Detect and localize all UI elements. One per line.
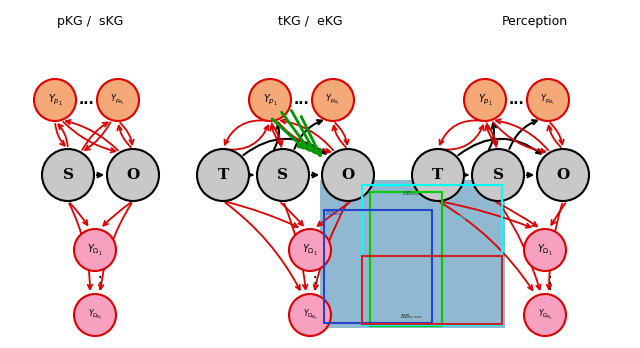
Circle shape [257, 149, 309, 201]
Text: $Y_{p_{N_r}}$: $Y_{p_{N_r}}$ [540, 93, 556, 107]
Text: Perception: Perception [502, 15, 568, 28]
Text: $Y_{p_{N_r}}$: $Y_{p_{N_r}}$ [325, 93, 340, 107]
Text: $Y_{\Omega_1}$: $Y_{\Omega_1}$ [87, 243, 103, 258]
Circle shape [289, 229, 331, 271]
Text: $BB_{obj}$: $BB_{obj}$ [402, 190, 419, 200]
Circle shape [34, 79, 76, 121]
Circle shape [249, 79, 291, 121]
Text: $BB_{sub}$: $BB_{sub}$ [325, 209, 343, 218]
Text: $Y_{p_1}$: $Y_{p_1}$ [47, 93, 63, 108]
Text: tKG /  eKG: tKG / eKG [278, 15, 342, 28]
Text: $Y_{\Omega_{N_c}}$: $Y_{\Omega_{N_c}}$ [538, 308, 552, 322]
Circle shape [524, 229, 566, 271]
Text: $Y_{p_1}$: $Y_{p_1}$ [477, 93, 492, 108]
Bar [362, 256, 502, 324]
Text: ⋮: ⋮ [307, 274, 323, 292]
Text: $Y_{\Omega_1}$: $Y_{\Omega_1}$ [537, 243, 553, 258]
Circle shape [197, 149, 249, 201]
Text: pKG /  sKG: pKG / sKG [57, 15, 123, 28]
Circle shape [322, 149, 374, 201]
Text: $BB_{scene}$: $BB_{scene}$ [400, 312, 423, 321]
Text: $Y_{p_{N_r}}$: $Y_{p_{N_r}}$ [110, 93, 125, 107]
Text: T: T [433, 168, 444, 182]
Circle shape [537, 149, 589, 201]
Text: ...: ... [79, 93, 94, 107]
Text: $Y_{p_1}$: $Y_{p_1}$ [262, 93, 278, 108]
Text: $Y_{\Omega_{N_c}}$: $Y_{\Omega_{N_c}}$ [88, 308, 102, 322]
Circle shape [464, 79, 506, 121]
Bar [324, 210, 432, 323]
Text: ⋮: ⋮ [92, 274, 108, 292]
Circle shape [107, 149, 159, 201]
Text: O: O [556, 168, 570, 182]
Circle shape [42, 149, 94, 201]
Circle shape [312, 79, 354, 121]
Bar [362, 185, 502, 325]
Text: O: O [341, 168, 355, 182]
Text: S: S [278, 168, 289, 182]
Circle shape [74, 229, 116, 271]
Text: T: T [218, 168, 228, 182]
Text: $Y_{\Omega_1}$: $Y_{\Omega_1}$ [302, 243, 318, 258]
Text: S: S [63, 168, 74, 182]
Circle shape [412, 149, 464, 201]
Circle shape [289, 294, 331, 336]
Bar [320, 180, 505, 328]
Text: S: S [493, 168, 504, 182]
Circle shape [97, 79, 139, 121]
Circle shape [472, 149, 524, 201]
Text: ⋮: ⋮ [541, 274, 558, 292]
Text: $Y_{\Omega_{N_c}}$: $Y_{\Omega_{N_c}}$ [303, 308, 317, 322]
Text: ...: ... [509, 93, 524, 107]
Text: ...: ... [294, 93, 309, 107]
Text: O: O [126, 168, 140, 182]
Text: $BB_{pred}$: $BB_{pred}$ [455, 214, 476, 224]
Circle shape [74, 294, 116, 336]
Circle shape [524, 294, 566, 336]
Bar [370, 192, 442, 326]
Circle shape [527, 79, 569, 121]
